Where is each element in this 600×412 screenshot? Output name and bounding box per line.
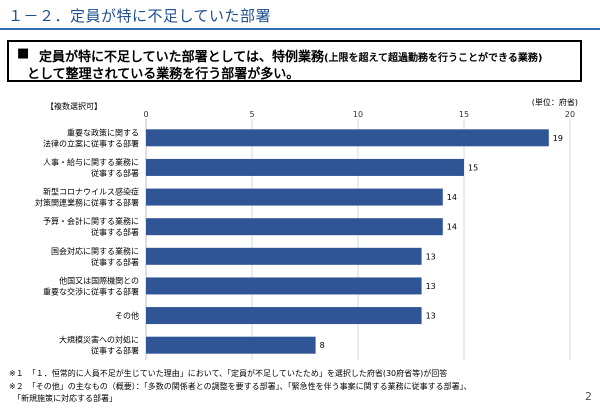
bar-value-label: 19 <box>553 134 563 143</box>
category-label: 従事する部署 <box>91 257 139 267</box>
bar <box>146 158 464 176</box>
slide-header: １－２．定員が特に不足していた部署 <box>0 0 600 30</box>
x-tick-label: 15 <box>459 110 469 119</box>
x-tick-label: 10 <box>353 110 363 119</box>
bar-value-label: 14 <box>447 223 457 232</box>
bar <box>146 129 549 147</box>
title-rule <box>0 28 600 30</box>
bar-value-label: 14 <box>447 193 457 202</box>
bar-value-label: 8 <box>320 341 325 350</box>
summary-line-1-main: 定員が特に不足していた部署としては、特例業務 <box>39 50 324 65</box>
summary-line-1-note: (上限を超えて超過勤務を行うことができる業務) <box>323 53 543 64</box>
unit-label: (単位：府省) <box>531 98 578 107</box>
summary-bullet: ■ <box>17 46 30 61</box>
slide-title: １－２．定員が特に不足していた部署 <box>8 7 272 25</box>
bar-value-label: 13 <box>426 312 436 321</box>
bar <box>146 277 422 295</box>
footnote-1: ※１ 「１．恒常的に人員不足が生じていた理由」において、「定員が不足していたため… <box>9 369 448 378</box>
category-label: その他 <box>115 311 139 321</box>
multiple-choice-tag: 【複数選択可】 <box>46 102 102 111</box>
category-label: 他国又は国際機関との <box>59 275 139 285</box>
x-tick-label: 0 <box>143 110 148 119</box>
category-label: 従事する部署 <box>91 168 139 178</box>
bar-value-label: 13 <box>426 282 436 291</box>
category-label: 重要な政策に関する <box>67 127 139 137</box>
footnote-2: ※２ 「その他」の主なもの（概要）：「多数の関係者との調整を要する部署」、「緊急… <box>9 382 472 391</box>
x-tick-label: 5 <box>249 110 254 119</box>
x-tick-label: 20 <box>565 110 575 119</box>
page-number: 2 <box>585 390 592 403</box>
category-label: 従事する部署 <box>91 346 139 356</box>
category-label: 新型コロナウイルス感染症 <box>43 187 139 197</box>
bar <box>146 307 422 325</box>
summary-line-1: 定員が特に不足していた部署としては、特例業務(上限を超えて超過勤務を行うことがで… <box>39 46 542 65</box>
summary-box: ■ 定員が特に不足していた部署としては、特例業務(上限を超えて超過勤務を行うこと… <box>7 40 582 82</box>
summary-line-2: として整理されている業務を行う部署が多い。 <box>27 67 300 82</box>
category-label: 重要な交渉に従事する部署 <box>43 286 139 296</box>
category-label: 対策関連業務に従事する部署 <box>35 198 139 208</box>
bar-value-label: 15 <box>468 163 478 172</box>
category-label: 国会対応に関する業務に <box>51 246 139 256</box>
bar <box>146 336 316 354</box>
bar-value-label: 13 <box>426 252 436 261</box>
category-label: 法律の立案に従事する部署 <box>43 138 139 148</box>
category-label: 大規模災害への対処に <box>59 335 139 345</box>
category-label: 予算・会計に関する業務に <box>43 216 139 226</box>
bar <box>146 218 443 236</box>
bar <box>146 247 422 265</box>
category-label: 従事する部署 <box>91 227 139 237</box>
bar <box>146 188 443 206</box>
category-label: 人事・給与に関する業務に <box>43 157 139 167</box>
footnote-2-continued: 「新規施策に対応する部署」 <box>9 394 117 403</box>
